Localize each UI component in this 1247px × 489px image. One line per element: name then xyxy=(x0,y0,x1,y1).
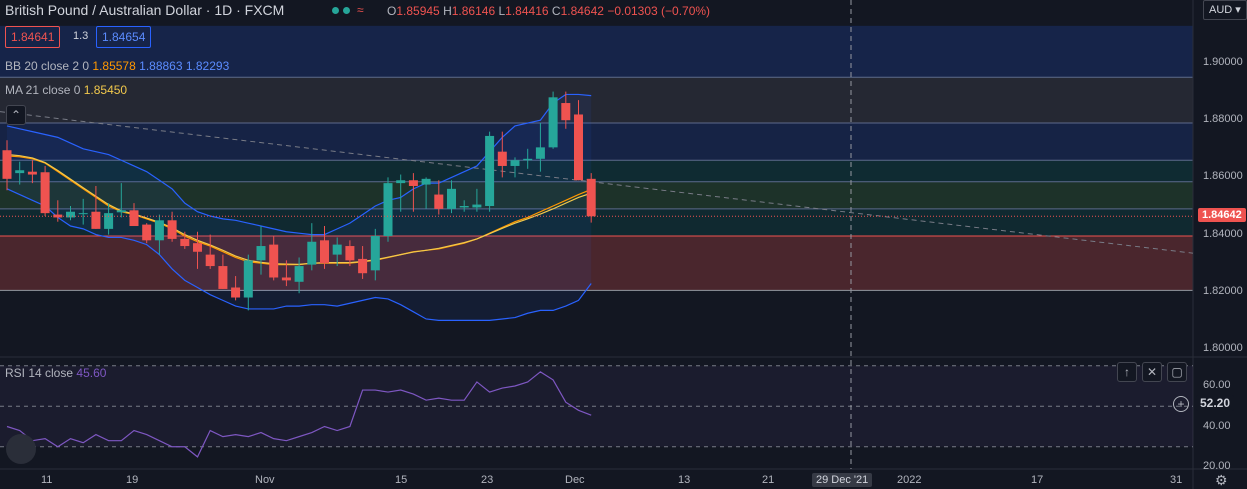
candle-body xyxy=(574,114,583,181)
add-plus-icon[interactable]: + xyxy=(1173,396,1189,412)
candle-body xyxy=(421,178,431,185)
sell-button[interactable]: 1.84641 xyxy=(5,26,61,48)
time-tick: 11 xyxy=(41,474,53,486)
candle-body xyxy=(218,266,228,289)
price-tick: 1.90000 xyxy=(1203,56,1243,68)
candle-body xyxy=(78,213,88,215)
candle-body xyxy=(142,224,152,241)
close-pane-icon[interactable]: ✕ xyxy=(1142,362,1162,382)
candle-body xyxy=(497,151,507,166)
rsi-tick: 60.00 xyxy=(1203,379,1231,391)
candle-body xyxy=(66,211,75,218)
candle-body xyxy=(129,210,139,227)
rsi-line xyxy=(6,371,592,458)
price-tick: 1.86000 xyxy=(1203,170,1243,183)
fib-band xyxy=(0,208,1193,237)
candle-body xyxy=(408,180,418,186)
candle-body xyxy=(116,210,126,213)
candle-body xyxy=(358,258,368,274)
time-tick: 2022 xyxy=(897,474,922,486)
candle-body xyxy=(269,244,279,278)
settings-gear-icon[interactable]: ⚙ xyxy=(1215,472,1228,488)
status-dots[interactable] xyxy=(332,3,350,17)
candle-body xyxy=(434,194,444,209)
time-tick: 21 xyxy=(762,474,775,486)
candle-body xyxy=(548,97,558,148)
time-tick: Dec xyxy=(565,474,585,486)
currency-select[interactable]: AUD ▾ xyxy=(1203,0,1247,20)
candle-body xyxy=(535,147,545,159)
candle-body xyxy=(332,244,342,255)
candle-body xyxy=(447,188,456,209)
ma-legend: MA 21 close 0 1.85450 xyxy=(5,83,128,97)
candle-body xyxy=(523,158,533,161)
price-tick: 1.82000 xyxy=(1203,284,1243,297)
candle-body xyxy=(294,266,304,282)
candle-body xyxy=(27,171,37,175)
candle-body xyxy=(561,103,571,121)
candle-body xyxy=(383,183,393,237)
fib-band xyxy=(0,160,1193,182)
fib-band xyxy=(0,123,1193,161)
bb-lower-line xyxy=(6,188,592,321)
rsi-legend: RSI 14 close 45.60 xyxy=(5,366,107,380)
last-price-label: 1.84642 xyxy=(1198,208,1246,222)
candle-body xyxy=(459,206,469,208)
move-up-icon[interactable]: ↑ xyxy=(1117,362,1137,382)
candle-body xyxy=(205,254,215,267)
alert-icon[interactable]: ≈ xyxy=(357,3,364,17)
time-tick: Nov xyxy=(255,474,275,486)
buy-button[interactable]: 1.84654 xyxy=(96,26,152,48)
fib-band xyxy=(0,181,1193,209)
fib-band xyxy=(0,77,1193,124)
candle-body xyxy=(320,240,329,264)
candle-body xyxy=(256,246,266,261)
candle-body xyxy=(307,241,317,265)
time-tick: 13 xyxy=(678,474,691,486)
time-tick: 15 xyxy=(395,474,408,486)
candle-body xyxy=(243,260,253,298)
candle-body xyxy=(396,180,406,184)
spread-value: 1.3 xyxy=(73,30,89,42)
rsi-tick: 40.00 xyxy=(1203,419,1231,432)
fib-band xyxy=(0,25,1193,78)
candle-body xyxy=(40,172,50,214)
maximize-pane-icon[interactable]: ▢ xyxy=(1167,362,1187,382)
candle-body xyxy=(510,160,520,166)
collapse-legend-icon[interactable]: ⌃ xyxy=(6,105,26,125)
bb-fill xyxy=(7,94,592,321)
candle-body xyxy=(154,220,164,241)
candle-body xyxy=(180,238,190,247)
trendline xyxy=(0,111,1194,254)
candle-body xyxy=(370,236,380,271)
price-tick: 1.80000 xyxy=(1203,342,1243,354)
candle-body xyxy=(167,220,177,239)
candle-body xyxy=(586,178,596,217)
candle-body xyxy=(91,211,101,229)
bb-legend: BB 20 close 2 0 1.85578 1.88863 1.82293 xyxy=(5,59,230,73)
candle-body xyxy=(193,243,202,252)
rsi-tick: 20.00 xyxy=(1203,460,1231,472)
candle-body xyxy=(472,204,482,208)
price-tick: 1.88000 xyxy=(1203,113,1243,126)
candle-body xyxy=(104,213,114,229)
ohlc-values: O1.85945 H1.86146 L1.84416 C1.84642 −0.0… xyxy=(387,4,711,18)
price-tick: 1.84000 xyxy=(1203,227,1243,240)
tradingview-logo xyxy=(6,434,36,464)
candle-body xyxy=(231,287,241,298)
crosshair-date-label: 29 Dec '21 xyxy=(812,473,873,487)
time-tick: 23 xyxy=(481,474,494,486)
candle-body xyxy=(345,246,355,261)
time-tick: 17 xyxy=(1031,474,1044,486)
candle-body xyxy=(2,150,12,179)
candle-body xyxy=(485,135,495,206)
candle-body xyxy=(15,170,25,174)
candle-body xyxy=(281,277,291,281)
rsi-level-badge: 52.20 xyxy=(1196,395,1235,411)
symbol-title: British Pound / Australian Dollar · 1D ·… xyxy=(5,2,285,18)
time-tick: 31 xyxy=(1170,474,1183,486)
time-tick: 19 xyxy=(126,474,139,486)
